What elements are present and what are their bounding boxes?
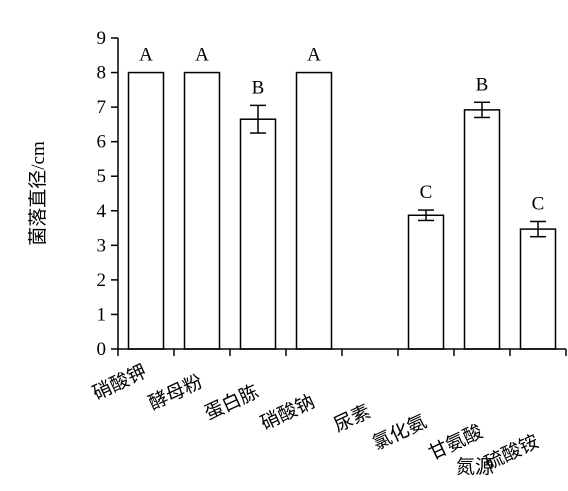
significance-label: B — [476, 74, 489, 95]
significance-label: C — [532, 193, 545, 214]
significance-label: C — [420, 182, 433, 203]
significance-label: A — [307, 45, 321, 66]
x-category-label: 酵母粉 — [145, 371, 206, 415]
error-bar — [530, 220, 546, 238]
x-category-label: 氯化氨 — [369, 411, 430, 455]
y-axis-ticks: 0 1 2 3 4 5 6 7 8 9 — [97, 28, 118, 360]
bar — [295, 71, 333, 350]
y-tick-label: 2 — [97, 270, 107, 291]
x-category-label: 蛋白胨 — [201, 381, 262, 425]
x-axis-title: 氮源 — [456, 456, 494, 478]
x-category-label: 硝酸钾 — [89, 361, 150, 405]
y-axis-title: 菌落直径/cm — [27, 141, 49, 246]
bar — [127, 71, 165, 350]
y-tick-label: 8 — [97, 63, 107, 84]
bar — [463, 109, 501, 350]
x-category-label: 尿素 — [330, 401, 374, 437]
y-tick-label: 1 — [97, 304, 107, 325]
bar — [183, 71, 221, 350]
significance-labels: A A B A C B C — [139, 45, 544, 215]
error-bar — [418, 209, 434, 222]
y-tick-label: 9 — [97, 28, 107, 49]
y-tick-label: 5 — [97, 166, 107, 187]
significance-label: B — [252, 77, 265, 98]
significance-label: A — [195, 45, 209, 66]
significance-label: A — [139, 45, 153, 66]
bars — [127, 71, 557, 350]
y-tick-label: 4 — [97, 201, 107, 222]
error-bars — [250, 101, 546, 238]
y-tick-label: 6 — [97, 132, 107, 153]
error-bar — [474, 101, 490, 119]
y-tick-label: 3 — [97, 235, 107, 256]
bar — [519, 228, 557, 350]
x-category-label: 硝酸钠 — [257, 391, 318, 435]
bar — [239, 118, 277, 350]
bar — [407, 214, 445, 350]
y-tick-label: 0 — [97, 339, 107, 360]
error-bar — [250, 104, 266, 134]
y-tick-label: 7 — [97, 97, 107, 118]
